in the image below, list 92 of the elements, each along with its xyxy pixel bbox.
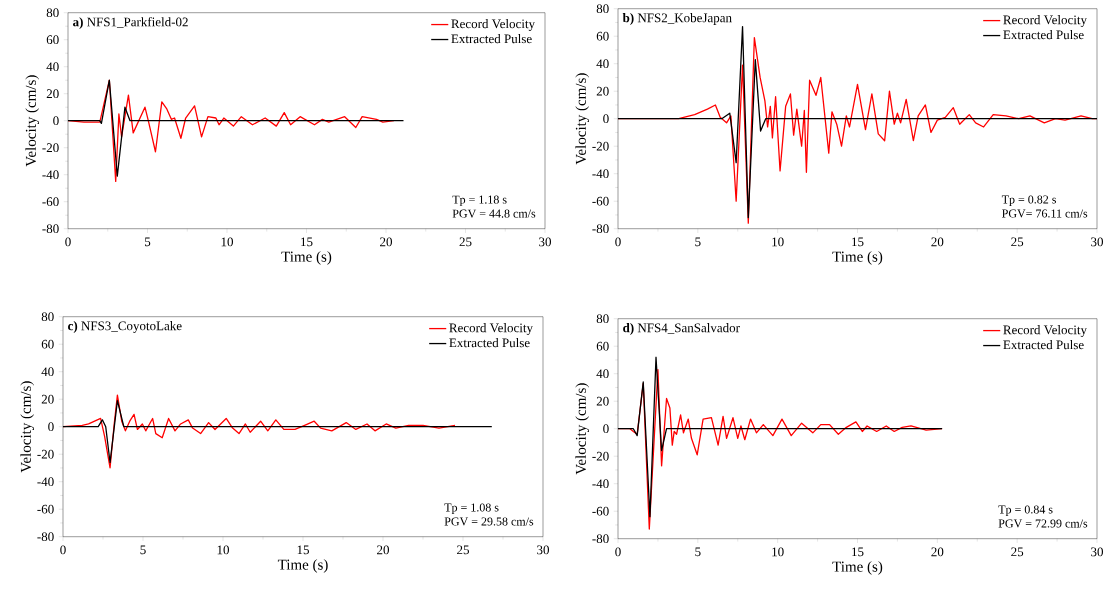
x-tick-label: 25 (457, 545, 469, 555)
y-tick-label: 40 (41, 367, 54, 377)
legend-label: Record Velocity (449, 323, 533, 336)
y-tick-label: 80 (41, 312, 54, 322)
y-tick-label: -20 (37, 449, 54, 459)
y-tick-label: -80 (42, 224, 59, 234)
legend-label: Extracted Pulse (1003, 340, 1084, 350)
x-tick-label: 15 (297, 545, 309, 555)
y-tick-label: -80 (592, 534, 609, 544)
x-tick-label: 10 (221, 237, 234, 247)
y-tick-label: -60 (42, 197, 59, 207)
y-tick-label: -40 (37, 477, 54, 487)
x-tick-label: 25 (459, 237, 472, 247)
x-axis-title: Time (s) (832, 251, 883, 265)
y-tick-label: 80 (46, 8, 59, 18)
chart-title: a) NFS1_Parkfield-02 (73, 17, 188, 30)
y-tick-label: -20 (592, 451, 609, 461)
x-tick-label: 20 (931, 547, 944, 557)
y-tick-label: 60 (41, 339, 54, 349)
annotation: Tp = 1.18 s (452, 195, 507, 207)
legend-label: Record Velocity (451, 19, 535, 32)
chart-title: b) NFS2_KobeJapan (622, 13, 732, 26)
x-tick-label: 15 (852, 547, 864, 557)
chart-title: d) NFS4_SanSalvador (623, 323, 740, 336)
x-tick-label: 0 (615, 237, 621, 247)
annotation: Tp = 1.08 s (444, 503, 499, 515)
annotation: PGV = 29.58 cm/s (444, 517, 534, 526)
y-tick-label: -20 (592, 141, 609, 151)
y-tick-label: 0 (603, 114, 609, 124)
x-tick-label: 25 (1011, 237, 1024, 247)
y-tick-label: -60 (592, 506, 609, 516)
y-tick-label: 40 (596, 369, 609, 379)
x-tick-label: 5 (140, 545, 146, 555)
x-tick-label: 15 (852, 237, 864, 247)
y-tick-label: 80 (596, 4, 609, 14)
y-tick-label: 20 (46, 89, 59, 99)
y-axis-title: Velocity (cm/s) (575, 383, 589, 475)
y-tick-label: 40 (596, 59, 609, 69)
annotation: PGV = 44.8 cm/s (452, 209, 536, 218)
y-axis-title: Velocity (cm/s) (20, 381, 35, 473)
legend-label: Extracted Pulse (451, 34, 532, 44)
x-tick-label: 10 (772, 547, 784, 557)
x-tick-label: 30 (537, 545, 550, 555)
y-axis-title: Velocity (cm/s) (575, 73, 589, 165)
x-tick-label: 0 (615, 547, 621, 557)
x-tick-label: 25 (1011, 547, 1024, 557)
x-tick-label: 0 (60, 545, 66, 555)
legend-label: Extracted Pulse (1003, 30, 1084, 40)
y-tick-label: -20 (42, 143, 59, 153)
y-tick-label: -80 (37, 532, 54, 542)
annotation: PGV = 72.99 cm/s (998, 519, 1088, 528)
x-axis-title: Time (s) (832, 561, 883, 575)
x-tick-label: 10 (772, 237, 784, 247)
y-tick-label: 20 (596, 86, 609, 96)
y-tick-label: 60 (596, 341, 609, 351)
y-tick-label: 0 (53, 116, 59, 126)
x-tick-label: 5 (695, 547, 701, 557)
y-tick-label: 40 (46, 62, 59, 72)
legend-label: Record Velocity (1003, 15, 1087, 28)
y-tick-label: 60 (46, 35, 59, 45)
x-tick-label: 5 (145, 237, 151, 247)
y-tick-label: 20 (41, 394, 54, 404)
x-tick-label: 30 (1091, 237, 1104, 247)
annotation: PGV= 76.11 cm/s (1002, 209, 1088, 218)
x-tick-label: 0 (65, 237, 71, 247)
x-tick-label: 20 (377, 545, 390, 555)
x-tick-label: 30 (1091, 547, 1104, 557)
x-tick-label: 10 (217, 545, 230, 555)
y-tick-label: -40 (592, 479, 609, 489)
y-tick-label: -40 (592, 169, 609, 179)
y-tick-label: -80 (592, 224, 609, 234)
chart-title: c) NFS3_CoyotoLake (68, 321, 182, 334)
x-tick-label: 5 (695, 237, 701, 247)
legend-label: Record Velocity (1003, 325, 1087, 338)
x-tick-label: 20 (380, 237, 393, 247)
y-tick-label: 20 (596, 396, 609, 406)
x-tick-label: 20 (931, 237, 944, 247)
y-tick-label: 80 (596, 314, 609, 324)
x-tick-label: 15 (301, 237, 313, 247)
y-tick-label: 0 (603, 424, 609, 434)
y-tick-label: 0 (48, 422, 54, 432)
x-axis-title: Time (s) (281, 251, 332, 265)
x-axis-title: Time (s) (277, 559, 328, 573)
y-axis-title: Velocity (cm/s) (25, 75, 40, 167)
y-tick-label: -40 (42, 170, 59, 180)
y-tick-label: 60 (596, 31, 609, 41)
legend-label: Extracted Pulse (449, 338, 530, 348)
y-tick-label: -60 (592, 196, 609, 206)
x-tick-label: 30 (539, 237, 552, 247)
annotation: Tp = 0.82 s (1001, 195, 1057, 207)
y-tick-label: -60 (37, 504, 54, 514)
annotation: Tp = 0.84 s (998, 505, 1053, 517)
